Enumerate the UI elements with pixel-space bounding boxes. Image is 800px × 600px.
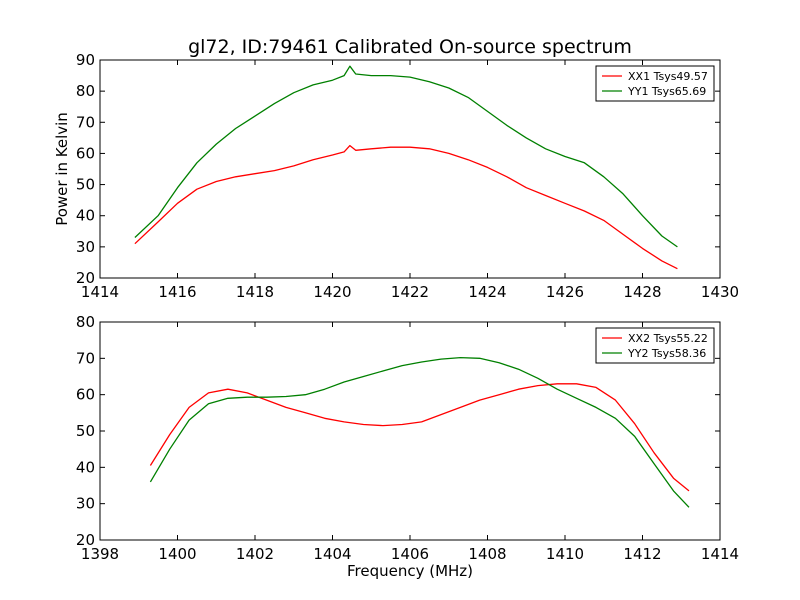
series-line-1-2 <box>134 65 678 248</box>
y-tick-label: 70 <box>76 349 95 367</box>
x-tick-label: 1400 <box>158 545 196 563</box>
series-line-2-2 <box>149 356 690 508</box>
y-axis-label-top: Power in Kelvin <box>53 112 71 226</box>
y-tick-label: 70 <box>76 113 95 131</box>
x-tick-label: 1416 <box>158 283 196 301</box>
y-tick-label: 20 <box>76 531 95 549</box>
legend-label: YY2 Tsys58.36 <box>627 347 706 360</box>
y-tick-label: 90 <box>76 51 95 69</box>
y-tick-label: 30 <box>76 238 95 256</box>
legend-box <box>595 65 715 102</box>
legend-label: XX1 Tsys49.57 <box>628 70 708 83</box>
x-axis-label-bottom: Frequency (MHz) <box>347 562 473 580</box>
x-tick-label: 1418 <box>236 283 274 301</box>
x-tick-label: 1430 <box>701 283 739 301</box>
bottom-panel: 1398 1400 1402 1404 1406 1408 1410 1412 1414 20 30… <box>76 313 739 563</box>
y-tick-label: 40 <box>76 207 95 225</box>
x-tick-label: 1420 <box>313 283 351 301</box>
x-tick-label: 1412 <box>623 545 661 563</box>
legend-label: YY1 Tsys65.69 <box>627 85 706 98</box>
y-tick-label: 30 <box>76 495 95 513</box>
series-line-1-1 <box>134 144 678 270</box>
x-tick-label: 1428 <box>623 283 661 301</box>
y-tick-label: 50 <box>76 176 95 194</box>
x-tick-label: 1414 <box>81 283 119 301</box>
x-tick-label: 1414 <box>701 545 739 563</box>
x-tick-label: 1424 <box>468 283 506 301</box>
x-tick-label: 1422 <box>391 283 429 301</box>
legend: XX2 Tsys55.22 YY2 Tsys58.36 <box>595 327 715 364</box>
x-tick-label: 1410 <box>546 545 584 563</box>
y-tick-label: 50 <box>76 422 95 440</box>
x-tick-label: 1398 <box>81 545 119 563</box>
x-tick-label: 1426 <box>546 283 584 301</box>
x-tick-label: 1408 <box>468 545 506 563</box>
legend-label: XX2 Tsys55.22 <box>628 332 708 345</box>
legend: XX1 Tsys49.57 YY1 Tsys65.69 <box>595 65 715 102</box>
x-tick-label: 1404 <box>313 545 351 563</box>
x-tick-label: 1406 <box>391 545 429 563</box>
y-tick-label: 80 <box>76 82 95 100</box>
y-tick-label: 60 <box>76 144 95 162</box>
top-panel: 1414 1416 1418 1420 1422 1424 1426 1428 1430 20 30… <box>76 51 739 301</box>
x-tick-label: 1402 <box>236 545 274 563</box>
y-tick-label: 80 <box>76 313 95 331</box>
chart-title: gl72, ID:79461 Calibrated On-source spec… <box>188 36 632 58</box>
legend-box <box>595 327 715 364</box>
y-tick-label: 60 <box>76 386 95 404</box>
y-tick-label: 40 <box>76 458 95 476</box>
y-tick-label: 20 <box>76 269 95 287</box>
series-line-2-1 <box>149 383 690 492</box>
